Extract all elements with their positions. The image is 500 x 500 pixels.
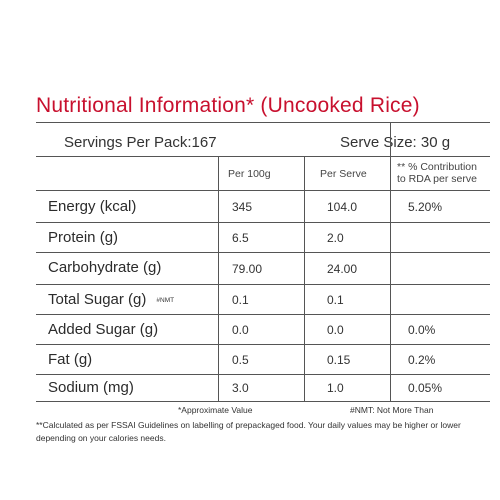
table-line [36, 374, 490, 375]
cell-protein-per-serve: 2.0 [327, 231, 344, 245]
table-line [36, 284, 490, 285]
cell-energy-rda: 5.20% [408, 200, 443, 214]
row-label-total-sugar-text: Total Sugar (g) [48, 291, 147, 308]
cell-carbohydrate-per-serve: 24.00 [327, 262, 358, 276]
page-title: Nutritional Information* (Uncooked Rice) [36, 94, 420, 117]
cell-sodium-rda: 0.05% [408, 381, 443, 395]
cell-sodium-per-100g: 3.0 [232, 381, 249, 395]
cell-total-sugar-per-serve: 0.1 [327, 293, 344, 307]
cell-total-sugar-per-100g: 0.1 [232, 293, 249, 307]
table-line [36, 156, 490, 157]
cell-fat-per-100g: 0.5 [232, 353, 249, 367]
table-line [36, 222, 490, 223]
cell-energy-per-serve: 104.0 [327, 200, 358, 214]
column-header-per-100g: Per 100g [228, 168, 271, 180]
footnote-approximate: *Approximate Value [178, 405, 253, 415]
row-label-total-sugar: Total Sugar (g) #NMT [48, 291, 174, 308]
column-header-rda: ** % Contribution to RDA per serve [397, 161, 477, 185]
cell-added-sugar-per-100g: 0.0 [232, 323, 249, 337]
table-line [36, 401, 490, 402]
table-line [36, 344, 490, 345]
title-divider [36, 122, 490, 123]
table-line [36, 252, 490, 253]
servings-per-pack: Servings Per Pack:167 [64, 134, 217, 151]
row-label-energy: Energy (kcal) [48, 198, 137, 215]
footnote-calculation: **Calculated as per FSSAI Guidelines on … [36, 420, 461, 443]
cell-carbohydrate-per-100g: 79.00 [232, 262, 263, 276]
row-label-added-sugar: Added Sugar (g) [48, 321, 159, 338]
cell-added-sugar-per-serve: 0.0 [327, 323, 344, 337]
table-line [304, 156, 305, 401]
cell-sodium-per-serve: 1.0 [327, 381, 344, 395]
cell-fat-per-serve: 0.15 [327, 353, 351, 367]
row-label-sodium: Sodium (mg) [48, 379, 134, 396]
serve-size: Serve Size: 30 g [340, 134, 451, 151]
cell-added-sugar-rda: 0.0% [408, 323, 436, 337]
footnote-nmt: #NMT: Not More Than [350, 405, 434, 415]
table-line [36, 314, 490, 315]
row-label-protein: Protein (g) [48, 229, 119, 246]
column-header-per-serve: Per Serve [320, 168, 367, 180]
cell-energy-per-100g: 345 [232, 200, 253, 214]
table-line [390, 122, 391, 401]
row-label-fat: Fat (g) [48, 351, 93, 368]
row-label-carbohydrate: Carbohydrate (g) [48, 259, 162, 276]
table-line [218, 156, 219, 401]
cell-fat-rda: 0.2% [408, 353, 436, 367]
nmt-tag: #NMT [156, 296, 175, 304]
cell-protein-per-100g: 6.5 [232, 231, 249, 245]
table-line [36, 190, 490, 191]
